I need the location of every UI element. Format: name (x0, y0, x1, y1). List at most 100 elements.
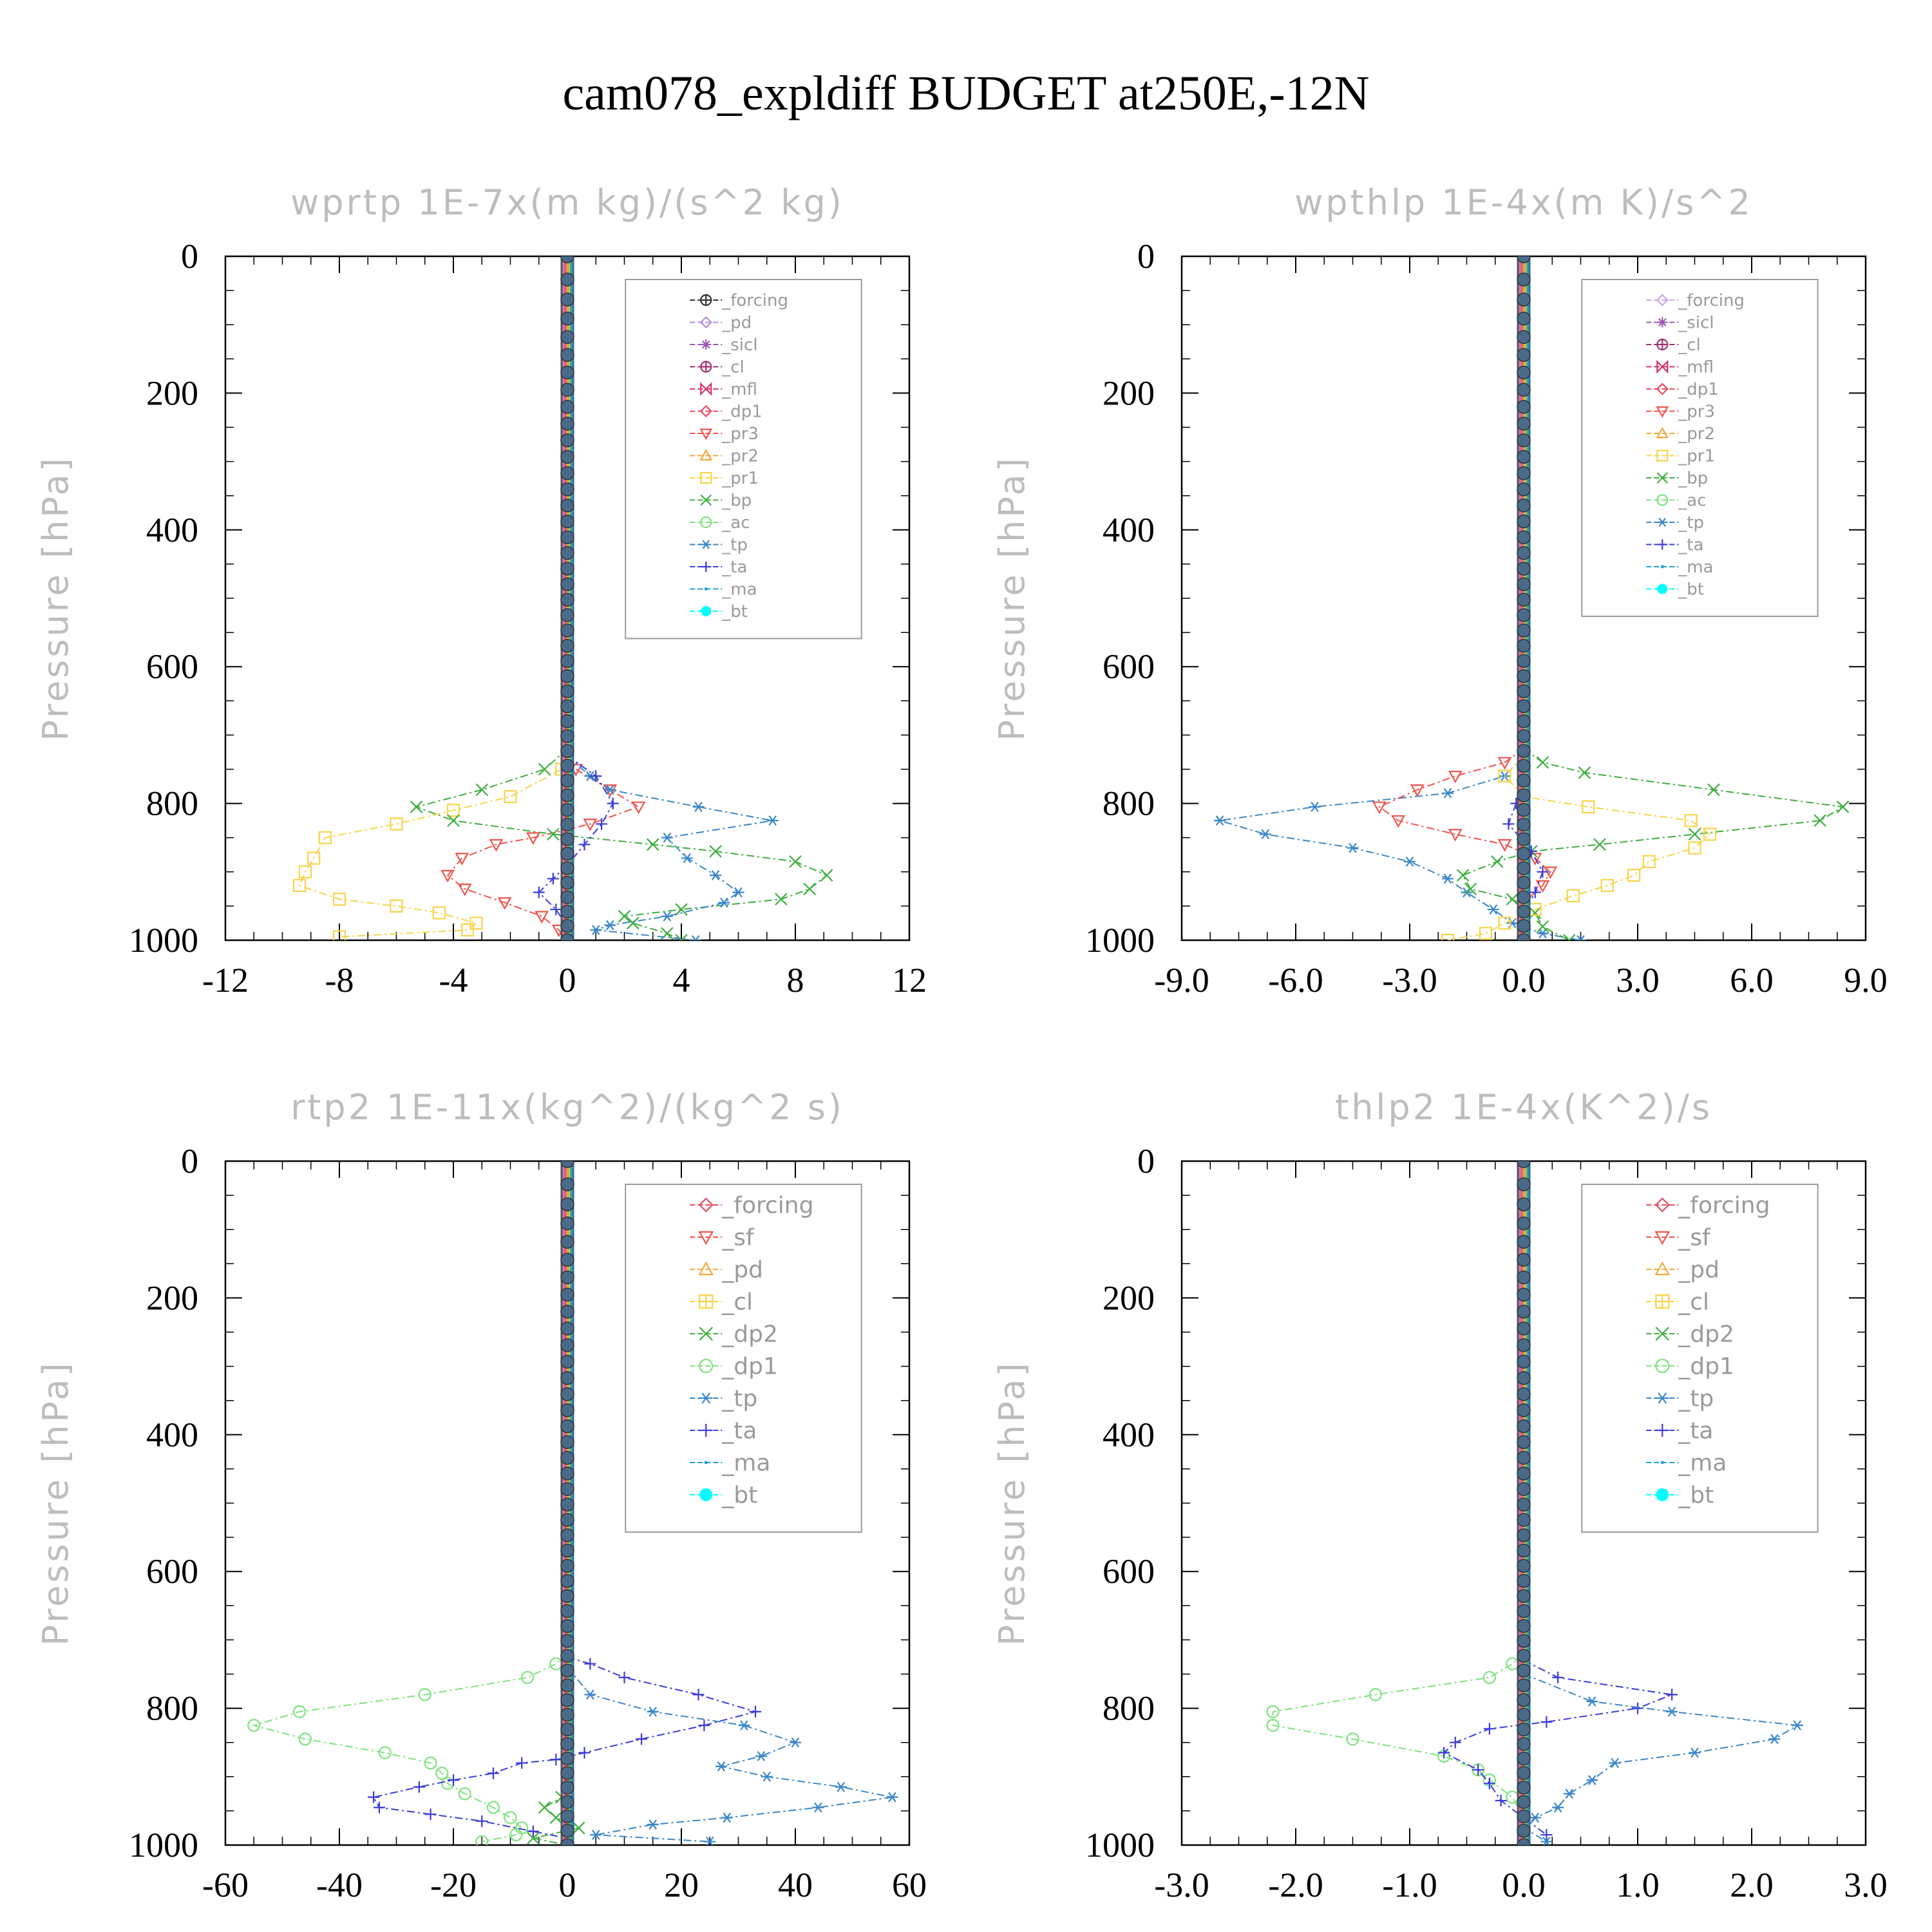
legend-item-bt: _bt (1646, 580, 1704, 600)
zero-stack-marker (1517, 773, 1531, 788)
data-point (1442, 788, 1454, 799)
data-point (1575, 935, 1587, 940)
legend-marker (700, 382, 712, 396)
legend-item-dp2: _dp2 (690, 1321, 778, 1348)
legend-item-ta: _ta (690, 1418, 757, 1444)
legend-marker (1656, 359, 1669, 374)
legend: _forcing _sf _pd _cl _dp2 _dp1 _tp _ta _ma _bt (1581, 1184, 1819, 1533)
data-point (448, 1774, 459, 1786)
legend-item-ta: _ta (690, 558, 747, 577)
zero-stack-marker (1517, 1543, 1531, 1558)
zero-stack-marker (560, 1435, 574, 1449)
zero-stack-marker (1517, 1766, 1531, 1780)
panel-3: rtp2 1E-11x(kg^2)/(kg^2 s) Pressure [hPa]… (35, 1087, 927, 1904)
data-point (1483, 1723, 1495, 1735)
zero-stack-marker (1517, 1270, 1531, 1285)
data-point (704, 1836, 716, 1845)
data-point (298, 865, 312, 878)
legend-marker (700, 471, 712, 484)
zero-stack-marker (1517, 450, 1531, 464)
legend-item-sicl: _sicl (1646, 314, 1714, 333)
legend-item-dp1: _dp1 (690, 1354, 778, 1380)
data-point (732, 887, 744, 898)
legend-item-cl: _cl (690, 358, 744, 377)
data-point (368, 1791, 380, 1803)
data-point (647, 1819, 659, 1830)
legend-item-forcing: _forcing (690, 1193, 813, 1219)
legend-label: _sf (1678, 1225, 1711, 1251)
data-point (550, 904, 562, 916)
zero-stack-marker (560, 1589, 574, 1604)
legend-marker (700, 294, 712, 307)
zero-stack-marker (1517, 1574, 1531, 1588)
plot-area (1214, 256, 1850, 940)
zero-stack-marker (560, 699, 574, 714)
zero-stack-marker (560, 530, 574, 544)
data-point (440, 869, 455, 883)
zero-stack-marker (1517, 1354, 1531, 1369)
legend-marker (1656, 383, 1669, 395)
data-point (475, 1835, 489, 1845)
x-tick-label: -3.0 (1154, 1866, 1209, 1904)
zero-stack-marker (560, 348, 574, 362)
legend-item-dp1: _dp1 (690, 402, 762, 422)
zero-stack-marker (560, 1177, 574, 1191)
data-point (533, 886, 545, 898)
zero-stack-marker (1517, 514, 1531, 529)
data-point (1768, 1734, 1781, 1745)
y-tick-label: 400 (146, 511, 198, 549)
legend-item-ac: _ac (1646, 491, 1707, 511)
data-point (378, 1746, 392, 1759)
zero-stack-marker (560, 1649, 574, 1663)
x-tick-label: 4 (673, 961, 690, 999)
series-line (446, 755, 640, 940)
zero-stack-marker (1517, 890, 1531, 904)
zero-stack-marker (1517, 1253, 1531, 1267)
data-point (584, 1689, 596, 1700)
series-line (567, 755, 773, 940)
zero-stack-marker (1517, 383, 1531, 397)
legend-item-cl: _cl (1646, 1289, 1709, 1316)
data-point (476, 1815, 488, 1827)
data-point (1814, 814, 1826, 827)
data-point (509, 1828, 523, 1842)
legend-item-ma: _ma (690, 580, 757, 600)
zero-stack-marker (560, 1419, 574, 1434)
legend-item-sf: _sf (1646, 1225, 1711, 1251)
data-point (549, 1657, 563, 1671)
zero-stack-marker (1517, 875, 1531, 890)
zero-stack-marker (1517, 1693, 1531, 1707)
legend-item-cl: _cl (690, 1289, 753, 1316)
y-tick-label: 400 (146, 1416, 198, 1454)
legend-marker (699, 428, 713, 440)
series-line (1272, 1653, 1524, 1845)
data-point (547, 873, 559, 885)
y-tick-label: 1000 (129, 921, 198, 960)
y-tick-label: 400 (1103, 511, 1155, 549)
data-point (775, 893, 788, 906)
data-point (1528, 853, 1542, 866)
data-point (1495, 1794, 1507, 1806)
legend-marker (1655, 1358, 1670, 1374)
legend-label: _dp1 (1678, 380, 1719, 399)
legend-item-tp: _tp (690, 536, 748, 555)
data-point (1642, 855, 1656, 868)
data-point (661, 832, 673, 843)
plot-area (292, 256, 833, 940)
legend-marker (701, 540, 712, 549)
zero-stack-marker (1517, 1161, 1531, 1168)
zero-stack-marker (560, 1574, 574, 1588)
data-point (1529, 1812, 1541, 1823)
zero-stack-marker (560, 875, 574, 890)
legend-label: _tp (721, 536, 748, 555)
series-tp (1518, 1669, 1803, 1845)
zero-stack-marker (560, 562, 574, 576)
legend-label: _forcing (721, 291, 788, 310)
zero-stack-marker (1517, 1737, 1531, 1751)
data-point (646, 838, 659, 851)
zero-stack-marker (560, 417, 574, 431)
series-tp (562, 1662, 898, 1845)
data-point (1578, 766, 1591, 779)
legend-label: _ma (721, 1450, 770, 1477)
